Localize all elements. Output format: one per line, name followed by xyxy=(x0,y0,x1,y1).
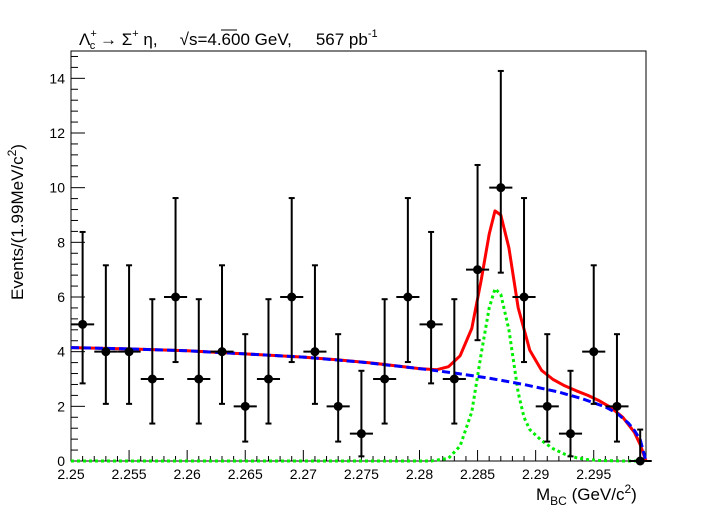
data-point xyxy=(194,374,204,384)
title-eta: η, xyxy=(139,30,158,49)
data-point xyxy=(565,429,575,439)
y-tick-label: 2 xyxy=(57,398,65,414)
data-point xyxy=(217,347,227,357)
y-tick-label: 10 xyxy=(49,180,65,196)
y-tick-label: 14 xyxy=(49,70,65,86)
title-lambda: Λ xyxy=(79,30,91,49)
plot-frame xyxy=(70,50,647,462)
x-tick-label: 2.29 xyxy=(522,466,549,482)
x-axis-label-close: ) xyxy=(631,485,637,504)
x-tick-label: 2.295 xyxy=(576,466,611,482)
x-tick-label: 2.28 xyxy=(406,466,433,482)
x-tick-label: 2.275 xyxy=(344,466,379,482)
data-point xyxy=(124,347,134,357)
data-point xyxy=(240,401,250,411)
title-sqrt-symbol: √ xyxy=(180,30,190,49)
x-axis-label-units: (GeV/c xyxy=(567,485,625,504)
data-point xyxy=(612,401,622,411)
title-lambda-sub: c xyxy=(90,40,96,52)
data-point xyxy=(589,347,599,357)
y-tick-label: 4 xyxy=(57,344,65,360)
y-tick-label: 8 xyxy=(57,234,65,250)
x-tick-label: 2.26 xyxy=(174,466,201,482)
y-axis-label-close: ) xyxy=(8,144,27,150)
data-point xyxy=(635,456,645,466)
title-lumi: 567 pb xyxy=(316,30,368,49)
y-tick-label: 12 xyxy=(49,125,65,141)
fit-curve-dashed xyxy=(70,346,648,462)
chart-title: Λ+ c → Σ+ η, √s=4.600 GeV, 567 pb-1 xyxy=(79,28,378,52)
x-tick-label: 2.255 xyxy=(112,466,147,482)
data-point xyxy=(473,265,483,275)
x-tick-label: 2.265 xyxy=(228,466,263,482)
data-point xyxy=(263,374,273,384)
title-energy: =4.600 GeV, xyxy=(197,30,291,49)
title-sqrt-arg: s xyxy=(189,30,198,49)
title-lumi-sup: -1 xyxy=(368,28,378,40)
data-point xyxy=(287,292,297,302)
data-point xyxy=(496,183,506,193)
y-axis-label-main: Events/(1.99MeV/c xyxy=(8,156,27,300)
x-tick-label: 2.285 xyxy=(460,466,495,482)
data-point xyxy=(78,319,88,329)
data-point xyxy=(403,292,413,302)
data-point xyxy=(426,319,436,329)
x-axis-label-main: M xyxy=(536,485,550,504)
data-point xyxy=(310,347,320,357)
data-points xyxy=(71,69,652,466)
data-point xyxy=(519,292,529,302)
x-tick-label: 2.27 xyxy=(290,466,317,482)
y-tick-label: 0 xyxy=(57,453,65,469)
title-arrow: → xyxy=(95,30,121,49)
data-point xyxy=(356,429,366,439)
title-sigma: Σ xyxy=(122,30,133,49)
x-tick-label: 2.25 xyxy=(57,466,84,482)
axes: 2.25 2.255 2.26 2.265 2.27 2.275 2.28 2.285 2.29… xyxy=(49,55,641,482)
data-point xyxy=(147,374,157,384)
data-point xyxy=(333,401,343,411)
title-sigma-sup: + xyxy=(132,28,138,40)
data-point xyxy=(101,347,111,357)
data-point xyxy=(449,374,459,384)
y-axis-label-sup: 2 xyxy=(5,149,19,156)
y-tick-label: 6 xyxy=(57,289,65,305)
y-axis-label: Events/(1.99MeV/c2) xyxy=(5,144,27,300)
x-axis-label-units-sup: 2 xyxy=(624,482,631,496)
data-point xyxy=(380,374,390,384)
x-axis-label-sub: BC xyxy=(550,494,567,508)
data-point xyxy=(542,401,552,411)
data-point xyxy=(171,292,181,302)
title-lambda-sup: + xyxy=(90,28,96,40)
x-axis-label: MBC (GeV/c2) xyxy=(536,482,637,508)
